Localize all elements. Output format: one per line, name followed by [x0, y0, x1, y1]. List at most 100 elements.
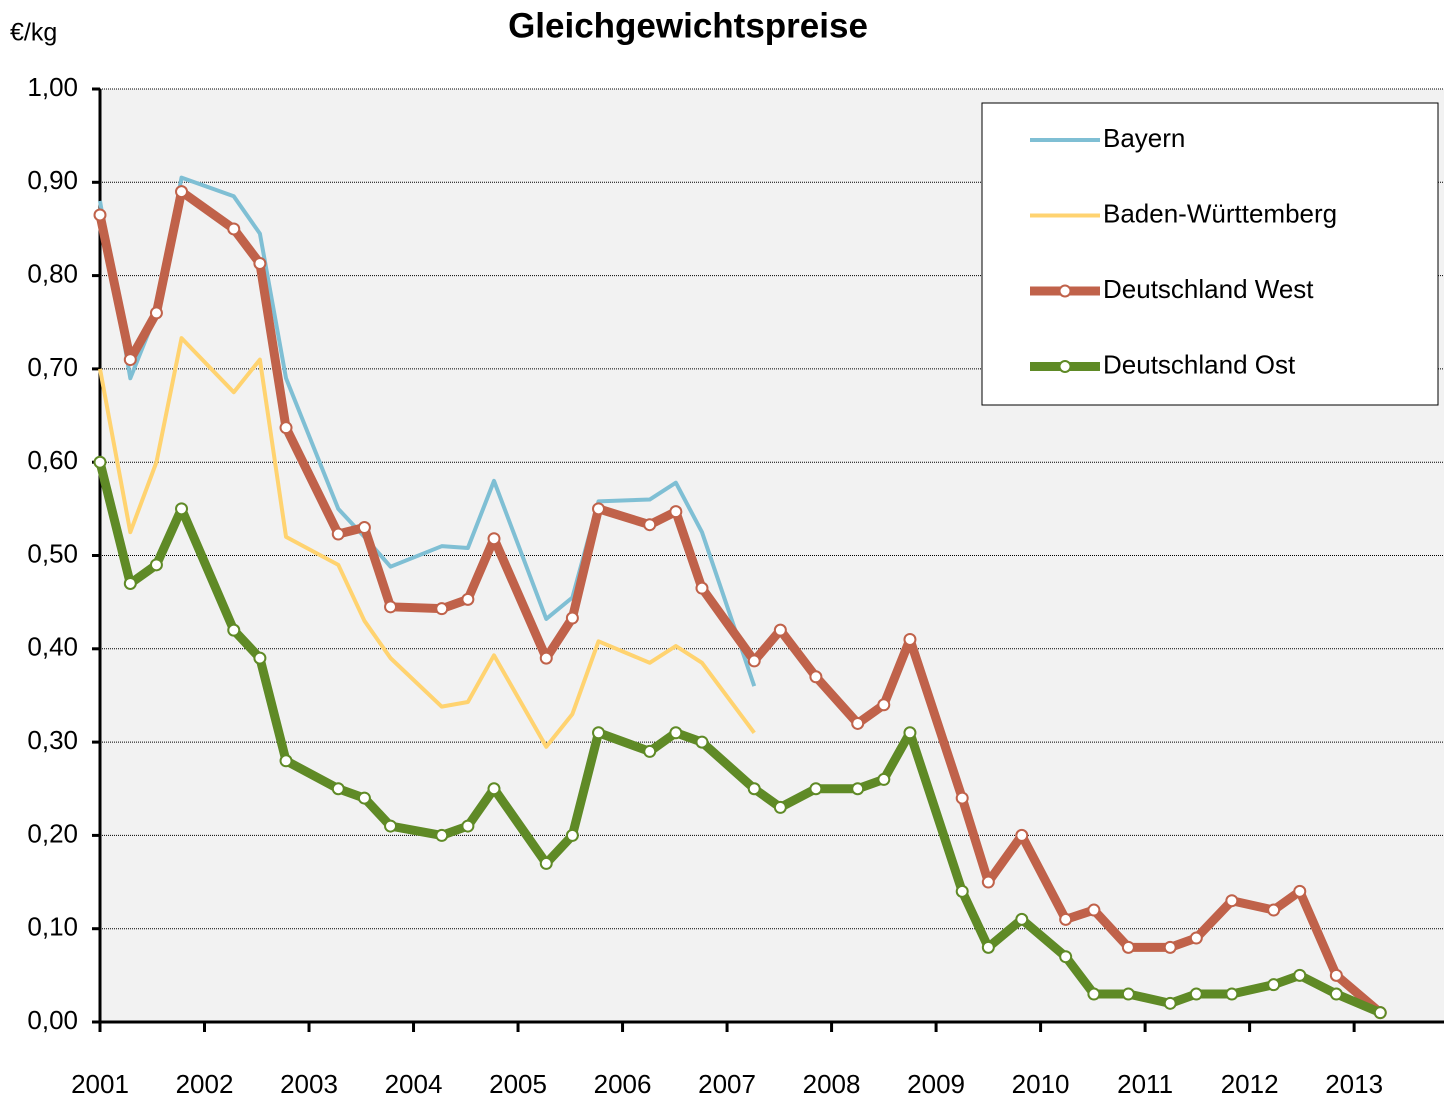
x-tick-label: 2001 — [71, 1069, 129, 1099]
y-tick-label: 1,00 — [27, 72, 78, 102]
point-marker — [747, 782, 761, 796]
point-marker — [1225, 894, 1239, 908]
x-tick-label: 2012 — [1221, 1069, 1279, 1099]
point-marker — [1267, 978, 1281, 992]
point-marker — [435, 828, 449, 842]
y-tick-label: 0,80 — [27, 258, 78, 288]
point-marker — [227, 623, 241, 637]
x-tick-label: 2003 — [280, 1069, 338, 1099]
point-marker — [1189, 931, 1203, 945]
point-marker — [981, 875, 995, 889]
point-marker — [1373, 1006, 1387, 1020]
point-marker — [357, 791, 371, 805]
point-marker — [1329, 987, 1343, 1001]
y-tick-label: 0,10 — [27, 912, 78, 942]
legend-marker — [1058, 360, 1072, 373]
y-tick-label: 0,60 — [27, 445, 78, 475]
point-marker — [565, 828, 579, 842]
series-line — [95, 187, 1384, 1017]
point-marker — [1121, 987, 1135, 1001]
point-marker — [1225, 987, 1239, 1001]
y-tick-label: 0,00 — [27, 1005, 78, 1035]
point-marker — [1015, 912, 1029, 926]
point-marker — [669, 505, 683, 519]
point-marker — [461, 592, 475, 606]
point-marker — [487, 782, 501, 796]
point-marker — [331, 527, 345, 541]
point-marker — [877, 698, 891, 712]
point-marker — [851, 782, 865, 796]
point-marker — [227, 222, 241, 236]
x-tick-label: 2006 — [594, 1069, 652, 1099]
x-tick-label: 2004 — [385, 1069, 443, 1099]
point-marker — [1059, 950, 1073, 964]
x-tick-label: 2002 — [176, 1069, 234, 1099]
point-marker — [539, 651, 553, 665]
point-marker — [93, 455, 107, 469]
point-marker — [1163, 940, 1177, 954]
point-marker — [123, 353, 137, 367]
point-marker — [253, 256, 267, 270]
point-marker — [1015, 828, 1029, 842]
point-marker — [384, 819, 398, 833]
point-marker — [123, 576, 137, 590]
point-marker — [175, 502, 189, 516]
point-marker — [253, 651, 267, 665]
point-marker — [1087, 987, 1101, 1001]
point-marker — [809, 782, 823, 796]
x-tick-label: 2009 — [907, 1069, 965, 1099]
legend-marker — [1058, 284, 1072, 298]
y-tick-label: 0,20 — [27, 818, 78, 848]
point-marker — [357, 521, 371, 535]
point-marker — [435, 602, 449, 616]
point-marker — [565, 611, 579, 625]
point-marker — [981, 940, 995, 954]
y-tick-label: 0,50 — [27, 538, 78, 568]
point-marker — [695, 581, 709, 595]
point-marker — [1189, 987, 1203, 1001]
x-tick-label: 2008 — [803, 1069, 861, 1099]
x-tick-label: 2005 — [489, 1069, 547, 1099]
point-marker — [773, 623, 787, 637]
point-marker — [1163, 996, 1177, 1010]
point-marker — [592, 726, 606, 740]
y-axis-label: €/kg — [10, 19, 57, 47]
point-marker — [487, 532, 501, 546]
point-marker — [809, 670, 823, 684]
point-marker — [93, 208, 107, 222]
point-marker — [279, 754, 293, 768]
x-tick-label: 2013 — [1325, 1069, 1383, 1099]
point-marker — [877, 772, 891, 786]
y-tick-label: 0,40 — [27, 632, 78, 662]
series-line — [95, 461, 1383, 1017]
point-marker — [1059, 912, 1073, 926]
y-tick-label: 0,30 — [27, 725, 78, 755]
point-marker — [539, 856, 553, 870]
x-tick-label: 2011 — [1117, 1069, 1173, 1099]
x-tick-label: 2010 — [1012, 1069, 1070, 1099]
point-marker — [1267, 903, 1281, 917]
point-marker — [149, 306, 163, 320]
point-marker — [903, 726, 917, 740]
point-marker — [747, 654, 761, 668]
legend-label: Deutschland Ost — [1103, 349, 1296, 379]
chart-title: Gleichgewichtspreise — [508, 6, 868, 45]
point-marker — [461, 819, 475, 833]
point-marker — [1293, 884, 1307, 898]
point-marker — [903, 632, 917, 646]
point-marker — [1293, 968, 1307, 982]
point-marker — [1121, 940, 1135, 954]
point-marker — [955, 791, 969, 805]
point-marker — [149, 558, 163, 572]
point-marker — [669, 726, 683, 740]
point-marker — [695, 735, 709, 749]
series-line — [98, 336, 756, 749]
y-tick-label: 0,90 — [27, 165, 78, 195]
point-marker — [643, 744, 657, 758]
legend-label: Bayern — [1103, 123, 1185, 153]
point-marker — [1087, 903, 1101, 917]
point-marker — [175, 185, 189, 199]
point-marker — [851, 716, 865, 730]
point-marker — [279, 421, 293, 435]
